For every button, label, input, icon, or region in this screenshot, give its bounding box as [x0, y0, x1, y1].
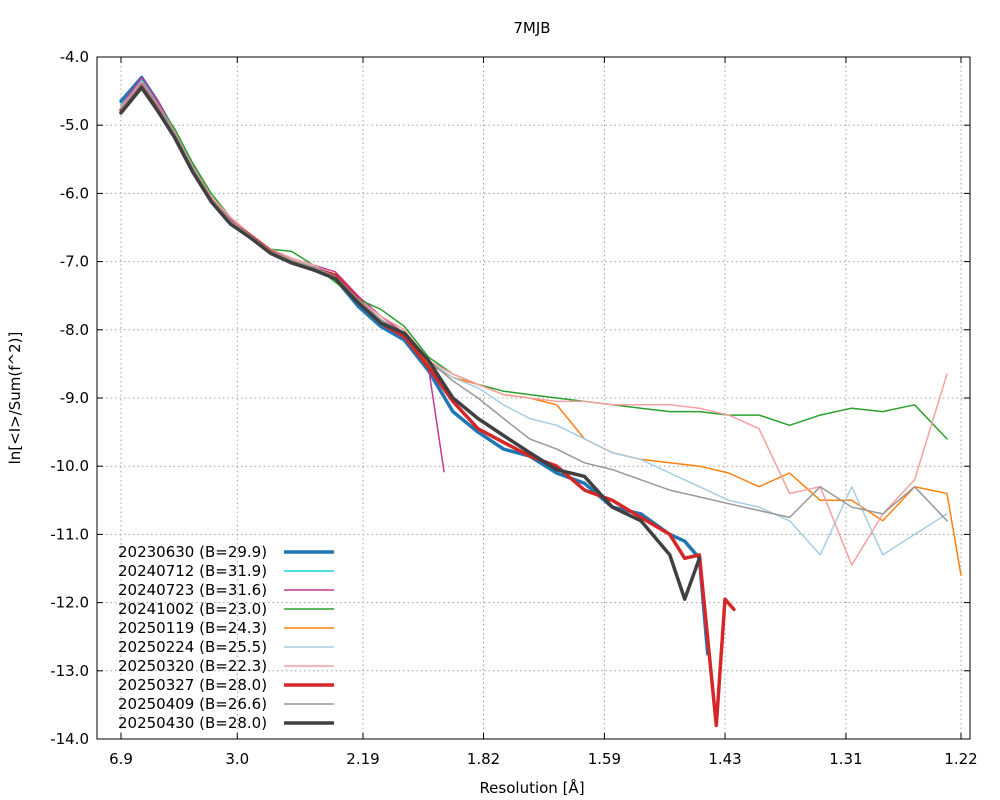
- legend-label: 20250224 (B=25.5): [118, 638, 267, 656]
- chart-title: 7MJB: [513, 19, 550, 37]
- series-line-20250430: [119, 85, 702, 601]
- legend-label: 20250430 (B=28.0): [118, 714, 267, 732]
- x-tick-label: 1.31: [829, 750, 862, 768]
- grid: [97, 57, 970, 739]
- axes: -4.0 -5.0 -6.0 -7.0 -8.0 -9.0 -10.0 -11.0 -12.0 -…: [50, 48, 978, 768]
- legend-label: 20241002 (B=23.0): [118, 600, 267, 618]
- series-line-20240723: [120, 76, 445, 473]
- series-line-20250119: [120, 82, 962, 577]
- plot-frame: [96, 56, 971, 740]
- x-tick-label: 6.9: [109, 750, 133, 768]
- series-line-20250409: [120, 82, 948, 522]
- x-tick-label: 1.43: [708, 750, 741, 768]
- legend-label: 20250320 (B=22.3): [118, 657, 267, 675]
- legend: 20230630 (B=29.9)20240712 (B=31.9)202407…: [118, 543, 334, 732]
- series-lines: [119, 75, 962, 728]
- y-tick-label: -7.0: [60, 253, 89, 271]
- legend-label: 20250327 (B=28.0): [118, 676, 267, 694]
- x-tick-label: 1.22: [944, 750, 977, 768]
- x-tick-label: 3.0: [225, 750, 249, 768]
- legend-label: 20240712 (B=31.9): [118, 562, 267, 580]
- x-tick-label: 2.19: [346, 750, 379, 768]
- y-tick-label: -8.0: [60, 321, 89, 339]
- y-axis-title: ln[<I>/Sum(f^2)]: [6, 332, 24, 465]
- legend-label: 20250119 (B=24.3): [118, 619, 267, 637]
- legend-label: 20230630 (B=29.9): [118, 543, 267, 561]
- y-tick-label: -6.0: [60, 184, 89, 202]
- legend-label: 20250409 (B=26.6): [118, 695, 267, 713]
- y-tick-label: -9.0: [60, 389, 89, 407]
- series-line-20250224: [120, 82, 948, 556]
- y-tick-label: -5.0: [60, 116, 89, 134]
- y-tick-label: -11.0: [50, 525, 89, 543]
- x-axis-title: Resolution [Å]: [479, 778, 584, 797]
- y-tick-label: -4.0: [60, 48, 89, 66]
- y-tick-label: -10.0: [50, 457, 89, 475]
- legend-label: 20240723 (B=31.6): [118, 581, 267, 599]
- y-tick-label: -13.0: [50, 662, 89, 680]
- series-line-20250320: [120, 80, 948, 566]
- x-tick-label: 1.82: [467, 750, 500, 768]
- y-tick-label: -14.0: [50, 730, 89, 748]
- y-tick-label: -12.0: [50, 594, 89, 612]
- x-tick-label: 1.59: [588, 750, 621, 768]
